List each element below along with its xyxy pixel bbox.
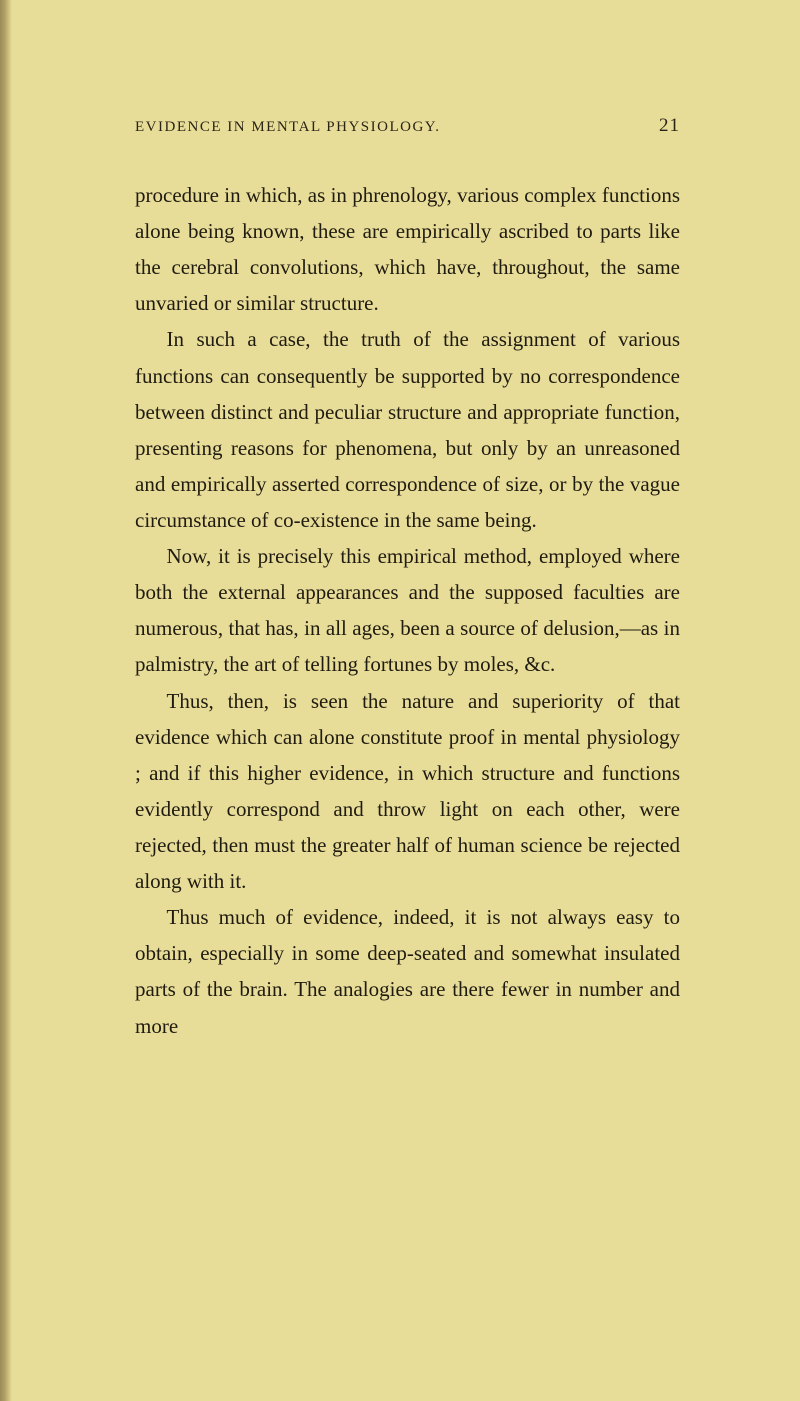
paragraph-5: Thus much of evidence, indeed, it is not… — [135, 899, 680, 1043]
page-content: EVIDENCE IN MENTAL PHYSIOLOGY. 21 proced… — [0, 0, 800, 1124]
paragraph-1: procedure in which, as in phrenology, va… — [135, 177, 680, 321]
running-title: EVIDENCE IN MENTAL PHYSIOLOGY. — [135, 119, 440, 136]
paragraph-4: Thus, then, is seen the nature and super… — [135, 683, 680, 900]
page-header: EVIDENCE IN MENTAL PHYSIOLOGY. 21 — [135, 115, 680, 137]
page-binding-shadow — [0, 0, 12, 1401]
paragraph-3: Now, it is precisely this empirical meth… — [135, 538, 680, 682]
paragraph-2: In such a case, the truth of the assignm… — [135, 321, 680, 538]
body-text: procedure in which, as in phrenology, va… — [135, 177, 680, 1044]
page-number: 21 — [659, 115, 680, 137]
